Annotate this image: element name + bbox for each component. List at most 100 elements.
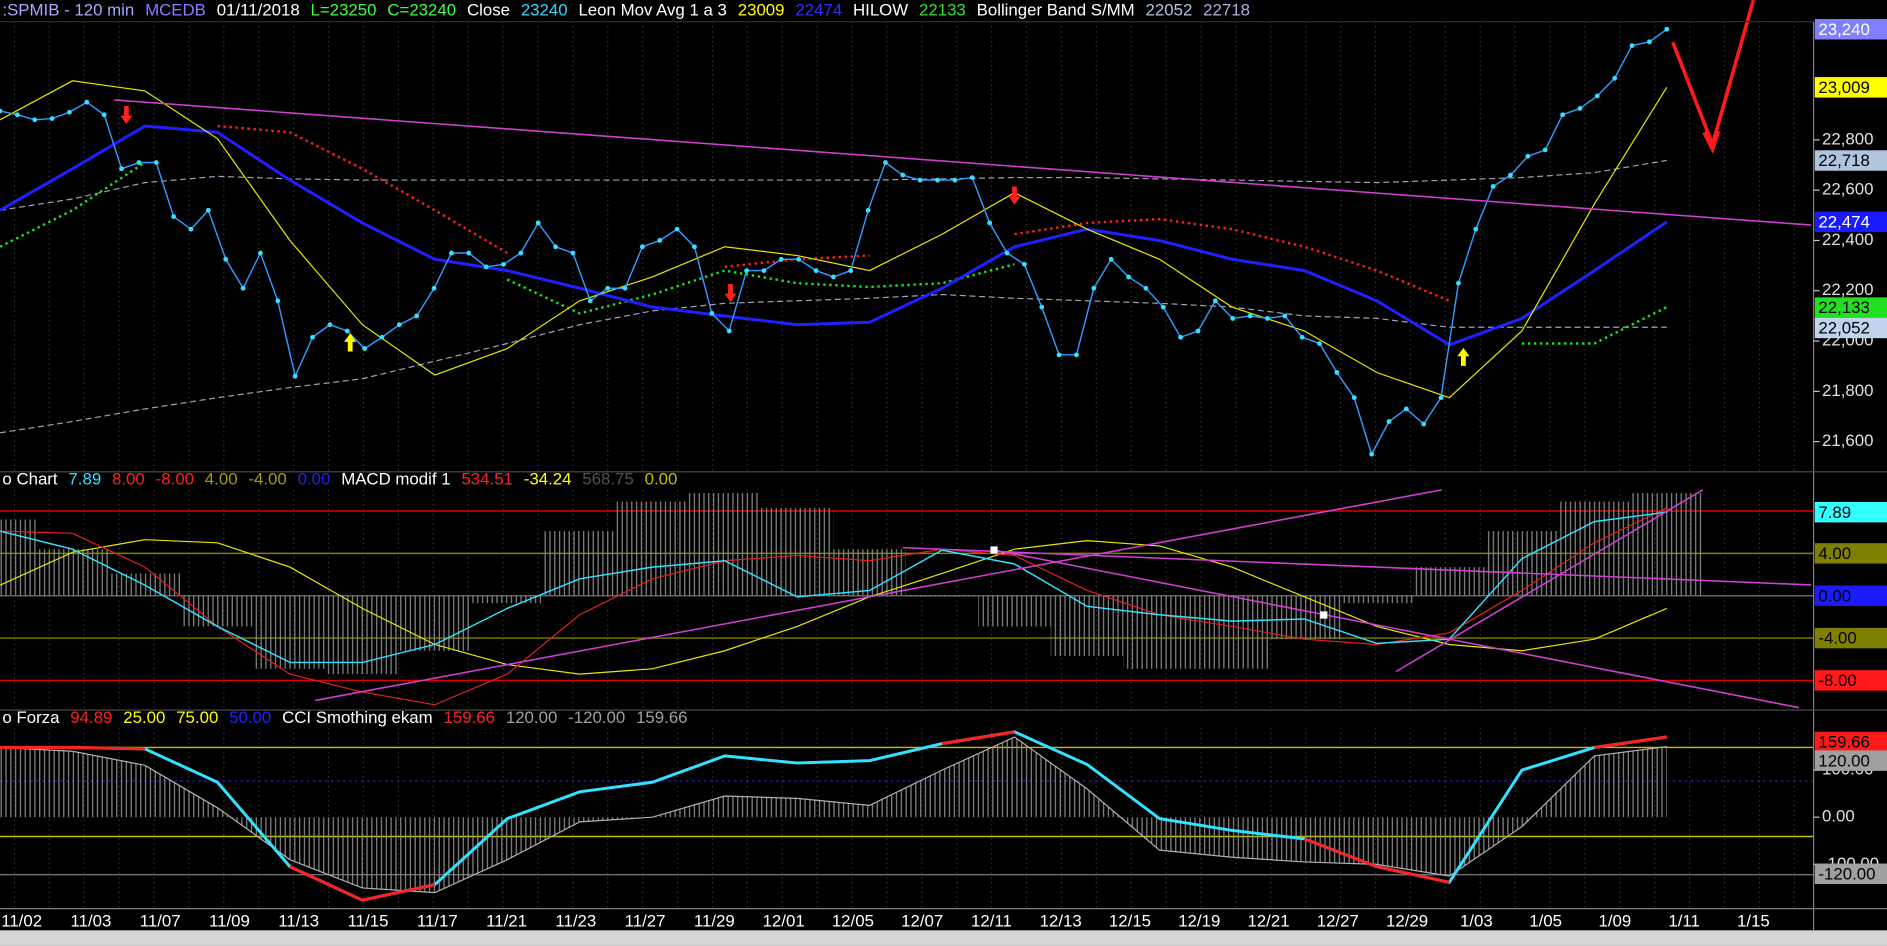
point bbox=[258, 250, 263, 256]
sell-arrow bbox=[120, 105, 133, 125]
x-tick-label: 11/03 bbox=[70, 911, 111, 930]
trend-line bbox=[315, 489, 1442, 702]
x-tick-label: 11/17 bbox=[417, 911, 458, 930]
price-tag-label: 22,474 bbox=[1818, 213, 1869, 232]
legend-text: -120.00 bbox=[568, 708, 625, 727]
legend-text: 23240 bbox=[521, 0, 568, 19]
panel bbox=[0, 728, 1814, 909]
legend-text: 25.00 bbox=[123, 708, 165, 727]
x-tick-label: 11/29 bbox=[694, 911, 735, 930]
point bbox=[1525, 153, 1531, 159]
point bbox=[1386, 419, 1392, 424]
status-strip bbox=[0, 930, 1887, 946]
histogram-bar bbox=[1123, 595, 1196, 669]
x-tick-label: 11/02 bbox=[1, 911, 42, 930]
sell-arrow bbox=[1008, 186, 1021, 205]
price-tag bbox=[1814, 543, 1887, 564]
price-tag-label: 22,133 bbox=[1818, 298, 1869, 317]
histogram-bar bbox=[905, 595, 979, 597]
point bbox=[692, 244, 697, 250]
line bbox=[0, 539, 1668, 675]
point bbox=[570, 250, 576, 256]
point bbox=[1629, 43, 1635, 49]
line bbox=[0, 730, 1667, 902]
point bbox=[292, 373, 298, 379]
point bbox=[1403, 406, 1409, 412]
legend-text: 568.75 bbox=[582, 470, 633, 489]
legend-text: 23009 bbox=[738, 0, 785, 19]
point bbox=[1247, 313, 1253, 319]
histogram-bar bbox=[36, 549, 109, 596]
x-tick-label: 11/09 bbox=[209, 911, 250, 930]
point bbox=[813, 268, 819, 274]
price-tag-label: 22,718 bbox=[1818, 151, 1869, 170]
price-tag-label: 120.00 bbox=[1818, 751, 1869, 770]
legend-text: 01/11/2018 bbox=[217, 0, 300, 19]
point bbox=[136, 160, 142, 165]
sell-arrow bbox=[724, 284, 737, 303]
x-tick-label: 12/27 bbox=[1317, 911, 1359, 930]
point bbox=[796, 256, 802, 262]
point bbox=[0, 108, 3, 114]
point bbox=[449, 250, 454, 256]
price-tag-label: -8.00 bbox=[1818, 671, 1856, 690]
x-tick-label: 11/23 bbox=[555, 911, 596, 930]
line bbox=[0, 80, 1668, 399]
x-tick-label: 12/19 bbox=[1178, 911, 1220, 930]
point bbox=[587, 298, 593, 304]
histogram-bar bbox=[543, 531, 616, 596]
trend-line bbox=[902, 546, 1812, 586]
point bbox=[466, 250, 472, 256]
point bbox=[1039, 304, 1045, 310]
point bbox=[431, 285, 437, 291]
histogram-bar bbox=[181, 595, 254, 627]
point bbox=[1021, 261, 1027, 267]
point bbox=[483, 264, 489, 270]
legend-text: 7.89 bbox=[68, 470, 101, 489]
point bbox=[935, 177, 940, 183]
x-tick-label: 1/05 bbox=[1529, 911, 1562, 930]
point bbox=[1577, 106, 1583, 111]
price-tag-label: 0.00 bbox=[1818, 586, 1851, 605]
legend-text: 120.00 bbox=[506, 708, 557, 727]
histogram-bar bbox=[1413, 567, 1486, 596]
legend-text: CCI Smothing ekam bbox=[282, 708, 433, 727]
price-tag bbox=[1814, 863, 1887, 884]
legend-text: 22474 bbox=[795, 0, 842, 19]
point bbox=[1126, 274, 1131, 280]
annotations bbox=[114, 0, 1812, 709]
projection-arrowhead bbox=[1702, 130, 1721, 154]
legend-text: 8.00 bbox=[112, 470, 145, 489]
legend-text: 4.00 bbox=[205, 470, 238, 489]
point bbox=[1560, 112, 1566, 118]
histogram-bar bbox=[253, 595, 327, 669]
legend-text: L=23250 bbox=[311, 0, 377, 19]
histogram-bar bbox=[1558, 501, 1631, 596]
y-tick-label: 22,200 bbox=[1822, 280, 1873, 299]
x-tick-label: 12/13 bbox=[1040, 911, 1082, 930]
x-tick-label: 12/05 bbox=[832, 911, 874, 930]
histogram-bar bbox=[978, 595, 1051, 627]
x-tick-label: 11/13 bbox=[278, 911, 319, 930]
point bbox=[84, 99, 90, 105]
x-tick-label: 12/21 bbox=[1247, 911, 1289, 930]
point bbox=[1473, 226, 1479, 232]
legend-text: o Chart bbox=[2, 470, 58, 489]
x-tick-label: 11/27 bbox=[625, 911, 666, 930]
point bbox=[275, 298, 281, 304]
histogram-bar bbox=[615, 501, 689, 596]
point bbox=[240, 285, 246, 291]
point bbox=[1108, 256, 1114, 262]
point bbox=[1438, 395, 1444, 401]
point bbox=[952, 177, 958, 183]
price-tag-label: 23,009 bbox=[1818, 78, 1869, 97]
price-tag bbox=[1814, 731, 1887, 753]
histogram-bar bbox=[1268, 595, 1341, 640]
histogram-bar bbox=[1340, 595, 1414, 604]
point bbox=[1421, 421, 1427, 427]
plot-layer bbox=[0, 21, 1814, 909]
legend-text: 22052 bbox=[1146, 0, 1193, 19]
